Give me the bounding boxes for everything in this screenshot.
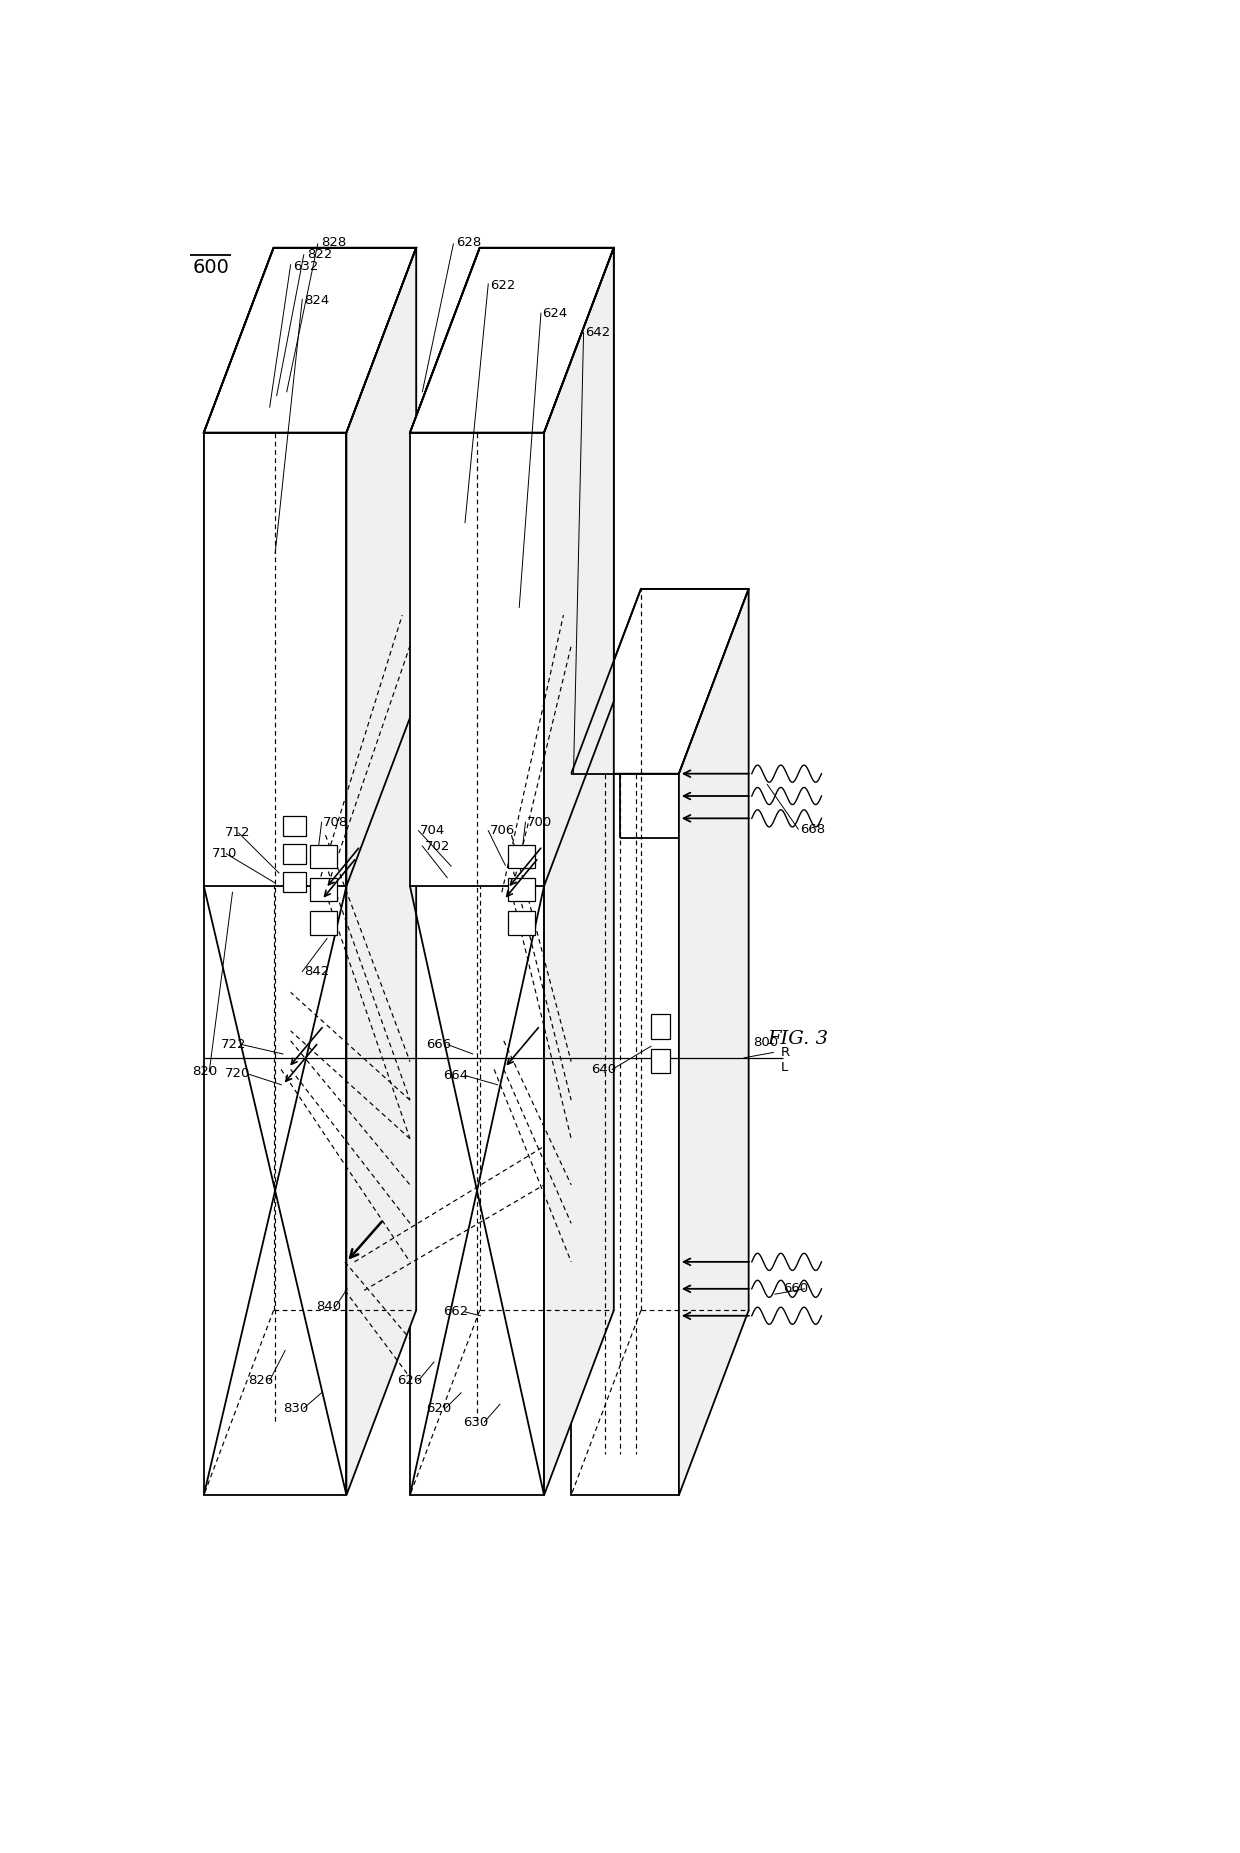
Text: 624: 624 [543, 308, 568, 321]
Bar [507, 878, 534, 901]
Polygon shape [410, 248, 614, 432]
Text: FIG. 3: FIG. 3 [768, 1030, 828, 1047]
Polygon shape [410, 248, 614, 432]
Bar [507, 912, 534, 934]
Bar [283, 815, 306, 836]
Polygon shape [203, 248, 417, 432]
Bar [651, 1049, 671, 1073]
Polygon shape [203, 248, 417, 432]
Text: 660: 660 [782, 1282, 808, 1295]
Text: 642: 642 [585, 326, 610, 339]
Text: 628: 628 [456, 235, 481, 248]
Text: 710: 710 [212, 847, 237, 860]
Text: 626: 626 [398, 1373, 423, 1386]
Text: 662: 662 [444, 1305, 469, 1319]
Text: 622: 622 [490, 280, 515, 293]
Polygon shape [346, 248, 417, 886]
Polygon shape [572, 589, 749, 775]
Text: 842: 842 [304, 965, 329, 978]
Text: 828: 828 [321, 235, 347, 248]
Polygon shape [203, 432, 346, 886]
Text: 700: 700 [527, 815, 552, 828]
Text: 632: 632 [293, 259, 319, 272]
Text: 620: 620 [427, 1401, 451, 1414]
Text: 820: 820 [192, 1065, 217, 1078]
Text: 824: 824 [305, 295, 330, 308]
Bar [310, 878, 337, 901]
Text: 666: 666 [427, 1038, 451, 1051]
Text: 830: 830 [283, 1401, 308, 1414]
Polygon shape [410, 432, 544, 886]
Bar [651, 1014, 671, 1038]
Text: L: L [781, 1062, 789, 1075]
Text: 712: 712 [224, 826, 250, 839]
Text: 600: 600 [192, 258, 229, 276]
Bar [310, 912, 337, 934]
Bar [283, 845, 306, 863]
Text: 706: 706 [490, 825, 515, 838]
Text: 668: 668 [800, 823, 825, 836]
Text: 720: 720 [224, 1067, 250, 1080]
Text: 704: 704 [420, 825, 445, 838]
Polygon shape [544, 248, 614, 1495]
Text: 702: 702 [424, 839, 450, 852]
Bar [310, 845, 337, 867]
Text: 840: 840 [316, 1301, 341, 1314]
Text: 722: 722 [221, 1038, 247, 1051]
Text: 800: 800 [753, 1036, 779, 1049]
Text: 640: 640 [591, 1064, 616, 1077]
Bar [507, 845, 534, 867]
Text: 708: 708 [324, 815, 348, 828]
Bar [283, 873, 306, 893]
Text: 630: 630 [464, 1416, 489, 1429]
Text: R: R [781, 1045, 790, 1058]
Text: 664: 664 [444, 1069, 469, 1082]
Polygon shape [544, 248, 614, 886]
Polygon shape [410, 432, 544, 1495]
Polygon shape [346, 248, 417, 1495]
Text: 822: 822 [306, 248, 332, 261]
Text: 826: 826 [248, 1373, 273, 1386]
Polygon shape [680, 589, 749, 1495]
Polygon shape [203, 432, 346, 1495]
Polygon shape [572, 775, 680, 1495]
